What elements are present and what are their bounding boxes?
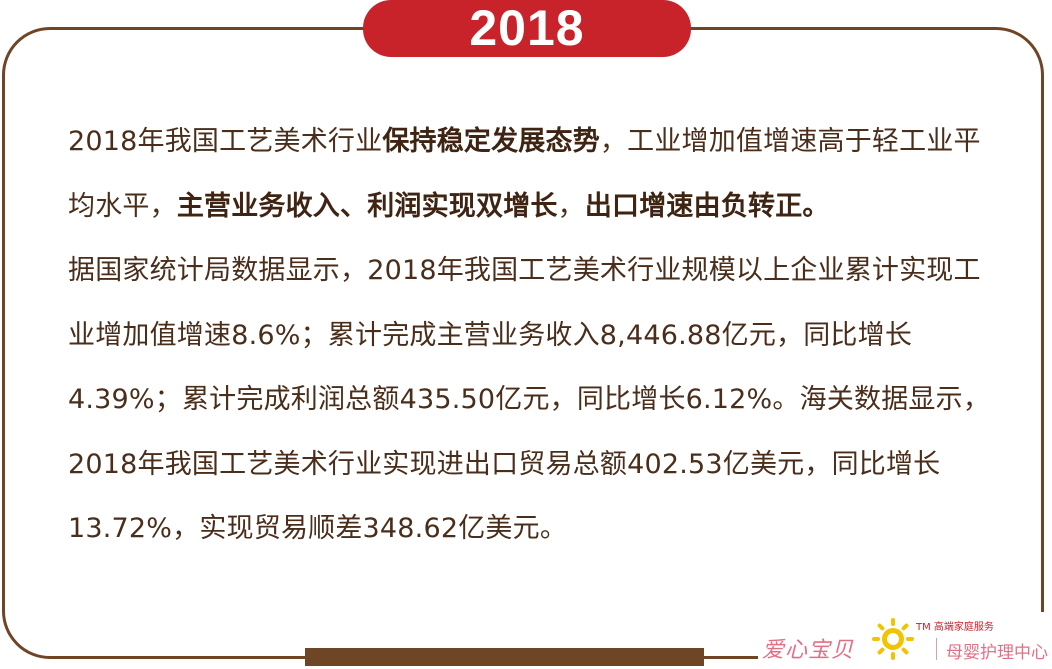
brand-subtitle: 母婴护理中心: [946, 643, 1048, 663]
statistics-paragraph: 据国家统计局数据显示，2018年我国工艺美术行业规模以上企业累计实现工业增加值增…: [68, 255, 991, 544]
highlight-stable-development: 保持稳定发展态势: [382, 126, 600, 157]
year-title: 2018: [363, 0, 691, 57]
text-segment: ，工业增加值增速高于轻工业平均水平，: [68, 126, 981, 222]
bottom-bar: [305, 648, 704, 666]
brand-tagline: TM 高端家庭服务: [916, 622, 994, 633]
watermark-logo: 爱心宝贝 TM 高端家庭服务 母婴护理中心: [758, 612, 1050, 668]
highlight-revenue-profit-growth: 主营业务收入、利润实现双增长: [176, 190, 558, 222]
sun-logo-icon: [872, 618, 914, 660]
body-paragraph: 2018年我国工艺美术行业保持稳定发展态势，工业增加值增速高于轻工业平均水平，主…: [68, 110, 993, 562]
highlight-export-growth: 出口增速由负转正。: [584, 190, 830, 222]
brand-divider: [936, 638, 937, 660]
brand-name: 爱心宝贝: [762, 638, 855, 663]
text-segment: ，: [557, 190, 585, 222]
text-segment: 2018年我国工艺美术行业: [68, 126, 383, 157]
